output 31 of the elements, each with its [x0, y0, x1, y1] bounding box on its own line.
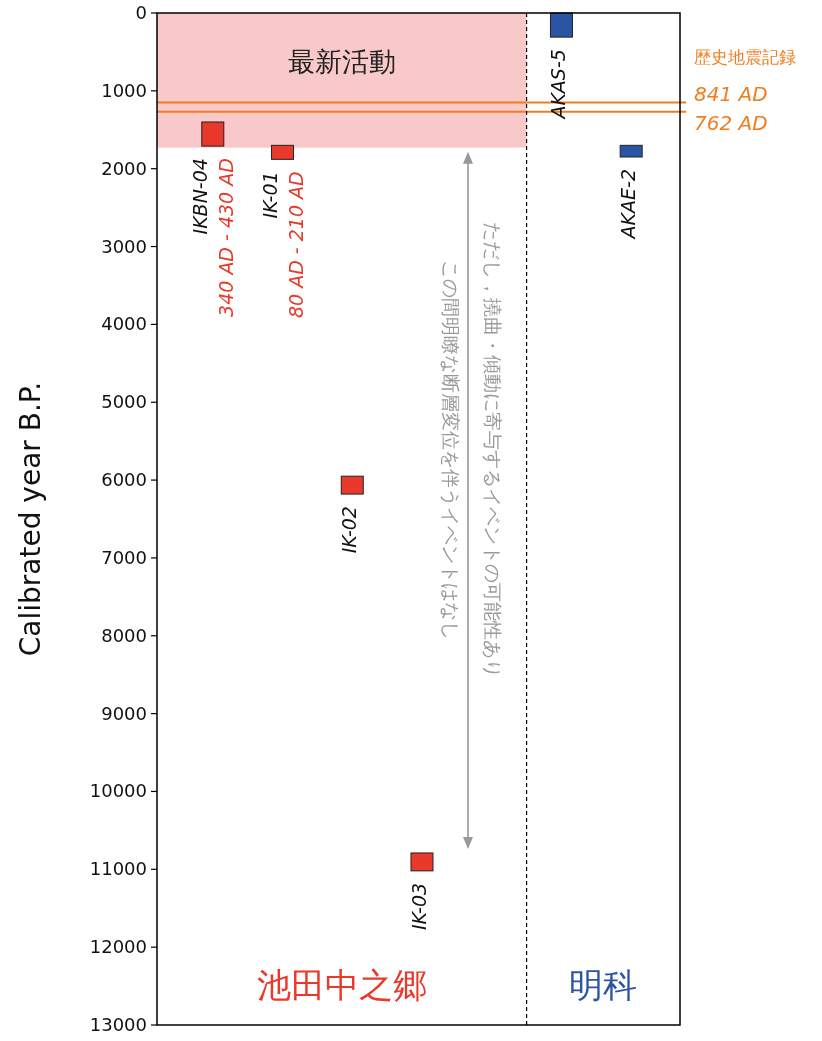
y-axis-title: Calibrated year B.P. — [14, 381, 47, 657]
x-tick-label: AKAE-2 — [617, 169, 640, 241]
y-tick-label: 8000 — [101, 624, 147, 646]
y-tick-label: 1000 — [101, 79, 147, 101]
y-tick-label: 5000 — [101, 391, 147, 413]
y-tick-label: 7000 — [101, 546, 147, 568]
y-tick-label: 0 — [135, 2, 147, 23]
y-tick-label: 2000 — [101, 157, 147, 179]
annotation: 80 AD - 210 AD — [284, 171, 307, 319]
text: 歴史地震記録 — [694, 46, 796, 67]
annotation: この間明瞭な断層変位を伴うイベントはなし — [439, 260, 462, 640]
annotation: 明科 — [569, 965, 638, 1005]
x-tick-label: IK-03 — [407, 882, 430, 931]
y-tick-label: 3000 — [101, 235, 147, 257]
x-tick-label: IK-01 — [258, 171, 281, 219]
band-label: 最新活動 — [287, 46, 396, 77]
annotation: 池田中之郷 — [256, 965, 427, 1005]
y-tick-label: 12000 — [89, 936, 147, 958]
y-tick-label: 10000 — [89, 780, 147, 802]
ref-line-label: 841 AD — [694, 81, 768, 106]
y-tick-label: 4000 — [101, 313, 147, 335]
y-tick-label: 11000 — [89, 858, 147, 880]
x-tick-label: IK-02 — [338, 506, 361, 554]
annotation: 340 AD - 430 AD — [214, 158, 237, 317]
y-tick-label: 6000 — [101, 469, 147, 491]
y-tick-label: 13000 — [89, 1014, 147, 1035]
annotation: ただし，撓曲・傾動に寄与するイベントの可能性あり — [481, 222, 504, 678]
ref-line-label: 762 AD — [694, 110, 768, 135]
y-tick-label: 9000 — [101, 702, 147, 724]
x-tick-label: AKAS-5 — [547, 49, 570, 121]
x-tick-label: IKBN-04 — [188, 158, 211, 235]
